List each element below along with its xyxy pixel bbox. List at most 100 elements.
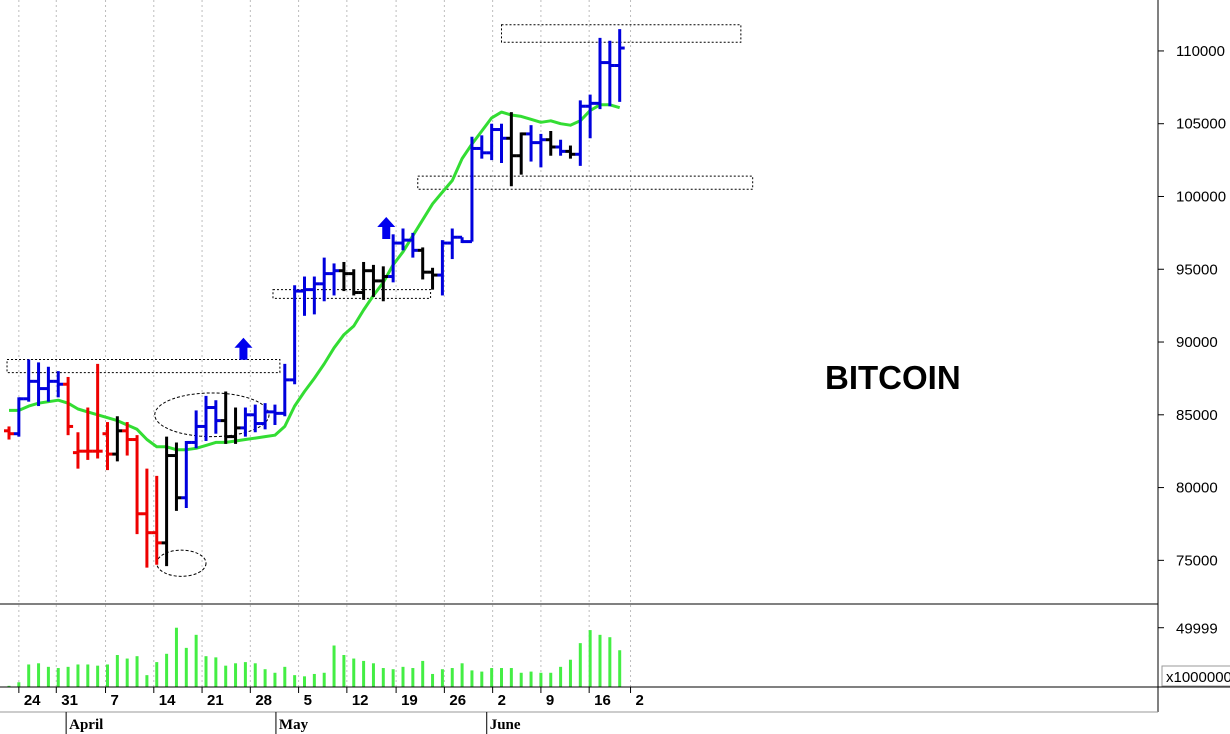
y-tick-label: 75000 [1176, 552, 1218, 569]
price-bars [4, 29, 625, 568]
ohlc-bar [63, 376, 74, 436]
y-tick-label: 100000 [1176, 188, 1226, 205]
ohlc-bar [457, 235, 468, 244]
ohlc-bar [210, 400, 221, 434]
y-tick-label: 80000 [1176, 480, 1218, 497]
y-tick-label: 90000 [1176, 334, 1218, 351]
highlight-ellipses [154, 392, 270, 577]
ohlc-bar [13, 397, 24, 437]
moving-average [9, 103, 621, 452]
ohlc-bar [526, 125, 537, 162]
x-tick-label: 26 [449, 692, 466, 709]
ohlc-bar [43, 366, 54, 402]
ohlc-bar [535, 133, 546, 168]
ohlc-bar [72, 432, 83, 469]
grid-lines [18, 0, 632, 687]
highlight-ellipse [154, 392, 270, 438]
ohlc-bar [171, 442, 182, 511]
ohlc-bar [486, 123, 497, 161]
ohlc-bar [122, 422, 133, 456]
x-tick-label: 5 [304, 692, 312, 709]
ohlc-bar [299, 276, 310, 316]
up-arrow-icon [377, 216, 396, 239]
highlight-ellipse [156, 549, 207, 577]
ohlc-bar [447, 228, 458, 260]
ohlc-bar [82, 407, 93, 460]
ohlc-bar [585, 94, 596, 139]
ohlc-bar [604, 40, 615, 107]
ohlc-bar [338, 261, 349, 292]
x-tick-label: 2 [636, 692, 644, 709]
ohlc-bar [53, 371, 64, 398]
ohlc-bar [220, 391, 231, 444]
ohlc-bar [368, 264, 379, 297]
x-tick-label: 12 [352, 692, 369, 709]
volume-multiplier-box [1161, 665, 1230, 687]
ohlc-bar [407, 232, 418, 258]
ohlc-bar [466, 136, 477, 244]
volume-tick-label: 49999 [1176, 621, 1218, 638]
x-tick-label: 9 [546, 692, 554, 709]
ohlc-bar [595, 37, 605, 110]
y-tick-label: 85000 [1176, 407, 1218, 424]
ohlc-bar [329, 263, 340, 296]
ohlc-bar [476, 135, 487, 159]
x-tick-label: 31 [61, 692, 78, 709]
x-tick-label: 19 [401, 692, 418, 709]
ohlc-bar [92, 363, 103, 459]
ohlc-bar [279, 363, 290, 417]
month-label: April [69, 717, 103, 733]
ohlc-bar [417, 247, 428, 280]
ohlc-bar [545, 130, 556, 156]
month-label: June [490, 717, 521, 733]
ohlc-bar [398, 228, 408, 251]
ohlc-bar [437, 240, 448, 296]
ohlc-bar [161, 436, 172, 567]
x-tick-label: 24 [24, 692, 41, 709]
ohlc-bar [565, 145, 576, 159]
ohlc-bar [269, 404, 280, 425]
ohlc-bar [191, 410, 202, 449]
zone-box [6, 358, 281, 374]
ohlc-bar [358, 261, 369, 300]
ohlc-bar [132, 435, 143, 535]
ohlc-bar [378, 266, 389, 302]
volume-bars [7, 627, 622, 687]
ohlc-bar [319, 257, 330, 302]
ohlc-bar [250, 404, 261, 433]
ohlc-bar [427, 267, 438, 290]
ohlc-bar [181, 440, 192, 508]
y-tick-label: 95000 [1176, 261, 1218, 278]
tick-labels: 75000 80000 85000 90000 95000 100000 105000 110… [24, 43, 1230, 733]
ohlc-bar [309, 276, 320, 315]
x-tick-label: 28 [255, 692, 272, 709]
zone-box [272, 289, 432, 299]
moving-average-line [9, 103, 621, 452]
ohlc-bar [575, 100, 586, 166]
month-label: May [279, 717, 309, 733]
ohlc-bar [23, 359, 34, 402]
x-tick-label: 16 [594, 692, 611, 709]
ohlc-bar [348, 269, 359, 296]
ohlc-bar [260, 403, 271, 430]
ohlc-bar [33, 362, 44, 407]
ohlc-bar [201, 395, 211, 441]
chart-title: BITCOIN [825, 359, 961, 396]
x-tick-label: 21 [207, 692, 224, 709]
ohlc-bar [112, 416, 123, 462]
ohlc-bar [496, 123, 507, 164]
volume-multiplier-label: x1000000 [1166, 669, 1230, 686]
ohlc-bar [4, 426, 14, 440]
ohlc-bar [516, 132, 527, 175]
ohlc-bar [230, 407, 241, 444]
x-tick-label: 7 [111, 692, 119, 709]
arrows [234, 216, 396, 360]
ohlc-bar [102, 422, 113, 471]
ohlc-bar [141, 468, 152, 568]
y-tick-label: 105000 [1176, 116, 1226, 133]
x-tick-label: 2 [498, 692, 506, 709]
ohlc-bar [506, 112, 517, 187]
zone-box [417, 175, 754, 190]
